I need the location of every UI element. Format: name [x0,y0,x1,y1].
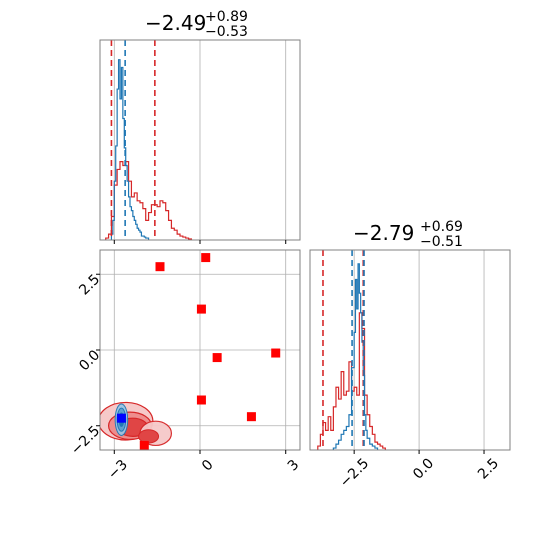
joint-red-square-7 [139,440,149,450]
histogram-panel-param1: −2.49 +0.89 −0.53 [99,9,301,244]
joint-red-square-6 [246,412,256,422]
joint-red-square-2 [196,304,206,314]
joint-red-square-3 [212,353,222,363]
param2-hist-frame [309,249,511,451]
param2-lower-error: −0.51 [420,234,463,250]
param1-lower-error: −0.53 [205,24,248,40]
joint-red-square-4 [271,348,281,358]
param2-median: −2.79 [353,221,414,245]
joint-red-square-1 [201,253,211,263]
joint-red-square-0 [155,262,165,272]
joint-red-square-5 [196,395,206,405]
param2-hist-blue-histogram [332,263,379,450]
param2-upper-error: +0.69 [420,219,463,235]
param1-hist-plot-area [105,40,287,240]
param2-hist-plot-area [317,250,485,450]
param1-hist-blue-histogram [110,59,150,240]
param1-hist-red-histogram [105,161,193,240]
histogram-panel-param2: −2.79 +0.69 −0.51 −2.5 0.0 2.5 [309,219,511,491]
joint-plot-area [100,250,300,450]
param1-upper-error: +0.89 [205,9,248,25]
joint-blue-square [116,413,126,423]
param1-median: −2.49 [145,11,206,35]
